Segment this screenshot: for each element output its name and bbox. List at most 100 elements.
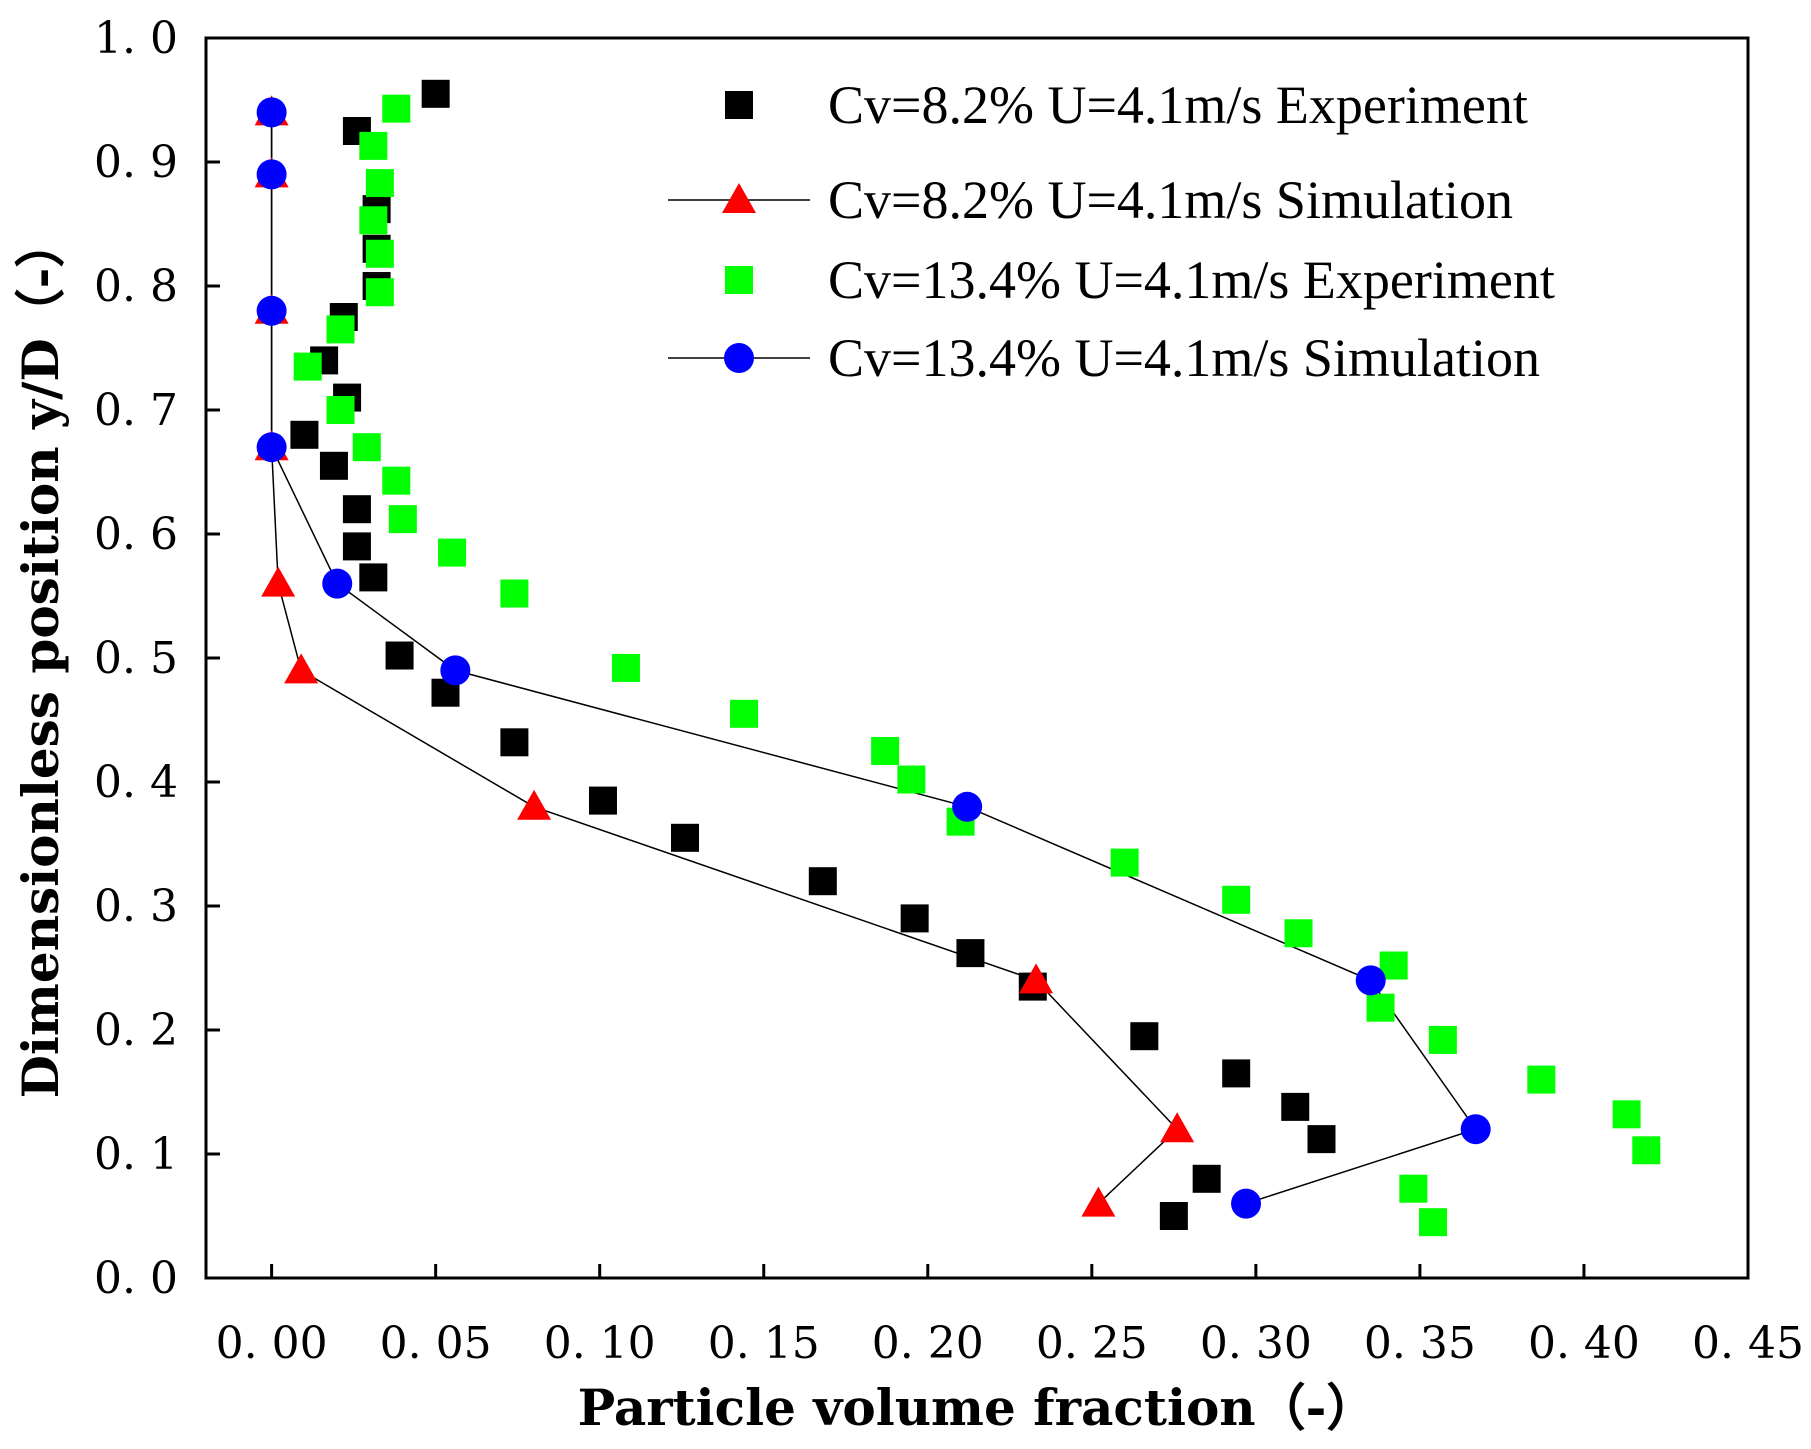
data-point-s3 [952, 791, 983, 822]
legend: Cv=8.2% U=4.1m/s Experiment Cv=8.2% U=4.1… [668, 75, 1555, 388]
legend-label-1: Cv=8.2% U=4.1m/s Simulation [828, 170, 1513, 230]
data-markers [254, 79, 1661, 1237]
x-tick-labels: 0. 00 0. 05 0. 10 0. 15 0. 20 0. 25 0. 30 0. 35… [216, 1318, 1804, 1369]
y-tick-label: 0. 5 [94, 633, 178, 684]
data-point-s0 [1222, 1059, 1251, 1088]
y-axis-title: Dimensionless position y/D（-） [11, 218, 70, 1099]
y-tick-label: 0. 3 [94, 881, 178, 932]
data-point-s0 [359, 563, 388, 592]
data-point-s2 [1399, 1174, 1428, 1203]
data-point-s0 [342, 532, 371, 561]
data-point-s0 [1307, 1125, 1336, 1154]
x-tick-label: 0. 45 [1692, 1318, 1804, 1369]
x-tick-label: 0. 00 [216, 1318, 328, 1369]
data-point-s3 [440, 655, 471, 686]
data-point-s2 [1632, 1136, 1661, 1165]
data-point-s2 [388, 505, 417, 534]
y-tick-label: 0. 1 [94, 1129, 178, 1180]
legend-marker-0 [725, 91, 753, 119]
data-point-s1 [1081, 1186, 1116, 1217]
data-point-s0 [588, 786, 617, 815]
data-point-s0 [671, 823, 700, 852]
data-point-s1 [261, 566, 296, 597]
x-tick-label: 0. 20 [872, 1318, 984, 1369]
data-point-s2 [1366, 993, 1395, 1022]
y-tick-label: 0. 4 [94, 757, 178, 808]
x-tick-label: 0. 10 [544, 1318, 656, 1369]
data-point-s2 [1428, 1025, 1457, 1054]
axis-ticks [206, 36, 1750, 1280]
data-point-s0 [290, 420, 319, 449]
data-point-s2 [365, 239, 394, 268]
data-point-s2 [1222, 885, 1251, 914]
data-point-s0 [900, 904, 929, 933]
data-point-s3 [256, 295, 287, 326]
x-tick-label: 0. 05 [380, 1318, 492, 1369]
data-point-s1 [284, 653, 319, 684]
series-line-3 [270, 112, 1477, 1205]
data-point-s0 [1130, 1022, 1159, 1051]
data-point-s2 [730, 699, 759, 728]
data-point-s0 [342, 495, 371, 524]
x-tick-label: 0. 40 [1528, 1318, 1640, 1369]
data-point-s2 [365, 278, 394, 307]
legend-label-0: Cv=8.2% U=4.1m/s Experiment [828, 75, 1528, 135]
data-point-s2 [293, 352, 322, 381]
data-point-s2 [611, 653, 640, 682]
legend-marker-3 [724, 343, 754, 373]
y-tick-labels: 0. 0 0. 1 0. 2 0. 3 0. 4 0. 5 0. 6 0. 7 0. 8 0. 9… [94, 13, 178, 1304]
data-point-s2 [382, 94, 411, 123]
data-point-s0 [808, 867, 837, 896]
y-tick-label: 0. 6 [94, 509, 178, 560]
data-point-s1 [517, 789, 552, 820]
data-point-s2 [382, 466, 411, 495]
legend-marker-2 [725, 266, 753, 294]
data-point-s2 [352, 433, 381, 462]
data-point-s2 [871, 737, 900, 765]
legend-label-2: Cv=13.4% U=4.1m/s Experiment [828, 250, 1555, 310]
data-point-s2 [1612, 1100, 1641, 1129]
data-point-s0 [1159, 1202, 1188, 1230]
data-point-s1 [1019, 963, 1054, 994]
data-point-s3 [1355, 965, 1386, 996]
data-point-s2 [326, 315, 355, 344]
x-tick-label: 0. 25 [1036, 1318, 1148, 1369]
y-tick-label: 0. 0 [94, 1253, 178, 1304]
data-point-s3 [256, 97, 287, 128]
data-point-s2 [438, 538, 467, 567]
data-point-s2 [365, 169, 394, 198]
data-point-s1 [1160, 1112, 1195, 1143]
x-tick-label: 0. 15 [708, 1318, 820, 1369]
data-point-s3 [322, 568, 353, 599]
y-tick-label: 0. 8 [94, 261, 178, 312]
x-tick-label: 0. 30 [1200, 1318, 1312, 1369]
data-point-s0 [421, 79, 450, 108]
data-point-s3 [256, 432, 287, 463]
data-point-s0 [500, 728, 529, 757]
data-point-s2 [1284, 919, 1313, 948]
y-tick-label: 1. 0 [94, 13, 178, 64]
data-point-s2 [897, 765, 926, 794]
data-point-s2 [359, 206, 388, 235]
legend-label-3: Cv=13.4% U=4.1m/s Simulation [828, 328, 1540, 388]
data-point-s3 [1460, 1114, 1491, 1145]
data-point-s2 [1110, 848, 1139, 877]
simulation-lines [270, 112, 1477, 1205]
data-point-s2 [359, 131, 388, 160]
data-point-s3 [1231, 1188, 1262, 1219]
data-point-s0 [1281, 1092, 1310, 1121]
x-axis-title: Particle volume fraction（-） [578, 1378, 1377, 1437]
data-point-s0 [319, 451, 348, 480]
data-point-s0 [385, 641, 414, 670]
legend-marker-1 [722, 183, 756, 213]
data-point-s2 [1527, 1065, 1556, 1094]
data-point-s2 [1419, 1208, 1448, 1237]
data-point-s0 [956, 939, 985, 968]
y-tick-label: 0. 7 [94, 385, 178, 436]
data-point-s2 [500, 579, 529, 608]
y-tick-label: 0. 2 [94, 1005, 178, 1056]
data-point-s3 [256, 159, 287, 190]
x-tick-label: 0. 35 [1364, 1318, 1476, 1369]
y-tick-label: 0. 9 [94, 137, 178, 188]
